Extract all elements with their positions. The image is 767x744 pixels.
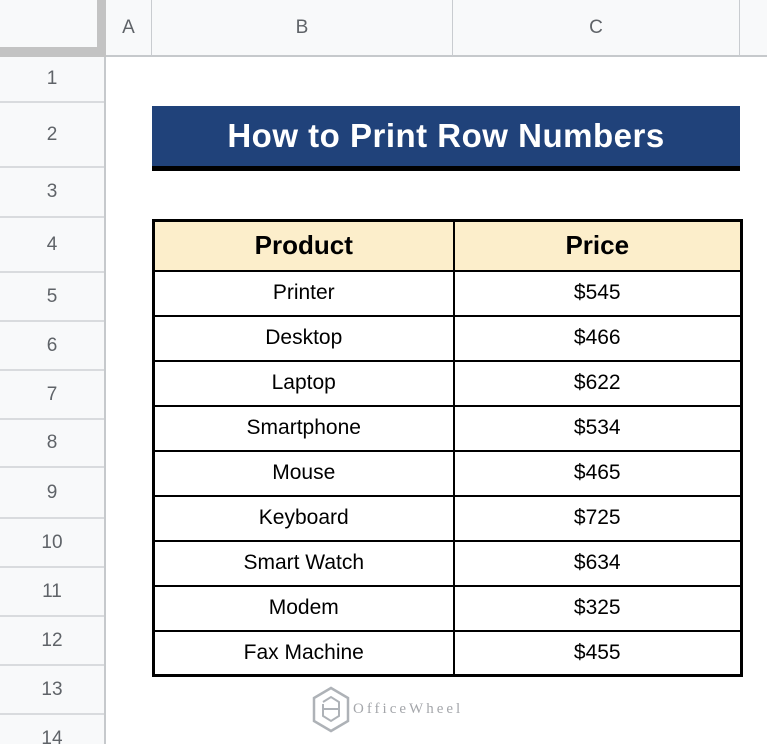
table-row: Modem $325 <box>152 584 743 632</box>
row-header-5[interactable]: 5 <box>0 273 104 322</box>
row-header-11[interactable]: 11 <box>0 568 104 617</box>
product-cell[interactable]: Smart Watch <box>152 539 455 587</box>
column-header-b[interactable]: B <box>152 0 453 57</box>
row-header-14[interactable]: 14 <box>0 715 104 744</box>
price-cell[interactable]: $545 <box>452 269 743 317</box>
watermark-text: OfficeWheel <box>353 701 464 717</box>
price-cell[interactable]: $465 <box>452 449 743 497</box>
table-row: Smartphone $534 <box>152 404 743 452</box>
corner-divider-horizontal <box>0 47 97 57</box>
table-row: Fax Machine $455 <box>152 629 743 677</box>
row-header-9[interactable]: 9 <box>0 468 104 519</box>
row-header-column: 1 2 3 4 5 6 7 8 9 10 11 12 13 14 <box>0 57 106 744</box>
row-header-6[interactable]: 6 <box>0 322 104 371</box>
product-price-table: Product Price Printer $545 Desktop $466 … <box>152 219 743 677</box>
row-header-13[interactable]: 13 <box>0 666 104 715</box>
product-cell[interactable]: Fax Machine <box>152 629 455 677</box>
table-header-row: Product Price <box>152 219 743 272</box>
product-cell[interactable]: Modem <box>152 584 455 632</box>
table-row: Smart Watch $634 <box>152 539 743 587</box>
title-banner[interactable]: How to Print Row Numbers <box>152 106 740 171</box>
row-header-3[interactable]: 3 <box>0 168 104 218</box>
product-column-header[interactable]: Product <box>152 219 455 272</box>
product-cell[interactable]: Mouse <box>152 449 455 497</box>
row-header-8[interactable]: 8 <box>0 420 104 468</box>
row-header-7[interactable]: 7 <box>0 371 104 420</box>
price-cell[interactable]: $325 <box>452 584 743 632</box>
price-cell[interactable]: $634 <box>452 539 743 587</box>
price-cell[interactable]: $725 <box>452 494 743 542</box>
product-cell[interactable]: Printer <box>152 269 455 317</box>
price-cell[interactable]: $622 <box>452 359 743 407</box>
product-cell[interactable]: Smartphone <box>152 404 455 452</box>
product-cell[interactable]: Laptop <box>152 359 455 407</box>
table-row: Desktop $466 <box>152 314 743 362</box>
product-cell[interactable]: Keyboard <box>152 494 455 542</box>
price-cell[interactable]: $455 <box>452 629 743 677</box>
column-header-c[interactable]: C <box>453 0 740 57</box>
row-header-4[interactable]: 4 <box>0 218 104 273</box>
officewheel-logo-icon <box>312 686 350 733</box>
row-header-2[interactable]: 2 <box>0 103 104 168</box>
price-cell[interactable]: $466 <box>452 314 743 362</box>
officewheel-watermark: OfficeWheel <box>311 686 463 734</box>
table-row: Laptop $622 <box>152 359 743 407</box>
select-all-corner[interactable] <box>0 0 97 47</box>
price-column-header[interactable]: Price <box>452 219 743 272</box>
column-header-a[interactable]: A <box>106 0 152 57</box>
row-header-1[interactable]: 1 <box>0 57 104 103</box>
page-title: How to Print Row Numbers <box>227 117 665 154</box>
table-row: Mouse $465 <box>152 449 743 497</box>
table-row: Printer $545 <box>152 269 743 317</box>
product-cell[interactable]: Desktop <box>152 314 455 362</box>
column-header-d[interactable] <box>740 0 767 57</box>
price-cell[interactable]: $534 <box>452 404 743 452</box>
table-row: Keyboard $725 <box>152 494 743 542</box>
row-header-12[interactable]: 12 <box>0 617 104 666</box>
row-header-10[interactable]: 10 <box>0 519 104 568</box>
corner-divider-vertical <box>97 0 106 57</box>
